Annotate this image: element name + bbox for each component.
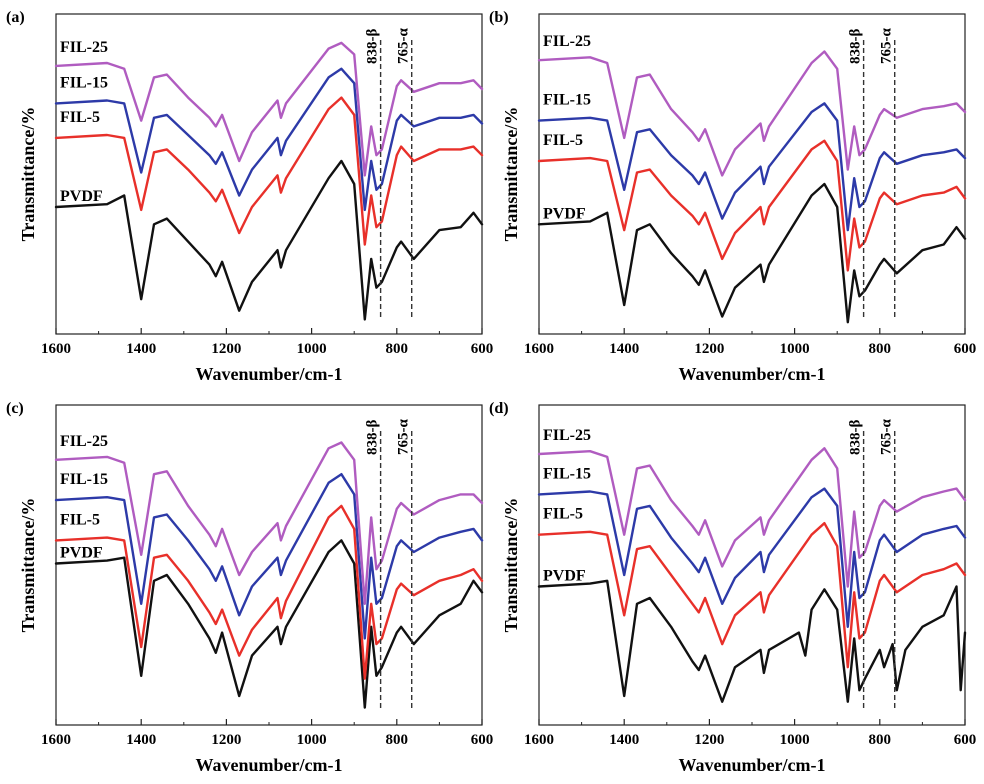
series-label-fil-15: FIL-15 [543, 92, 591, 109]
x-tick-label: 600 [471, 732, 494, 748]
y-axis-label: Transmittance/% [501, 498, 521, 633]
x-tick-label: 1600 [41, 732, 71, 748]
reference-label-838: 838-β [365, 420, 381, 455]
x-tick-label: 800 [869, 341, 892, 357]
ftir-panel-3: (c) 1600 1400 1200 1000 800 600 Wavenumber/cm-1… [6, 400, 493, 775]
series-line-fil-25 [537, 50, 967, 177]
ftir-panel-2: (b) 1600 1400 1200 1000 800 600 Wavenumber/cm-1… [489, 9, 976, 384]
series-line-fil-15 [537, 102, 967, 232]
x-tick-label: 1000 [297, 732, 327, 748]
x-tick-label: 600 [954, 341, 977, 357]
x-tick-label: 1200 [694, 732, 724, 748]
series-line-pvdf [54, 539, 484, 709]
x-tick-label: 1000 [297, 341, 327, 357]
x-tick-label: 600 [471, 341, 494, 357]
series-line-pvdf [54, 159, 484, 321]
reference-label-765: 765-α [396, 28, 412, 64]
series-line-pvdf [537, 182, 967, 324]
series-label-fil-25: FIL-25 [543, 427, 591, 444]
series-label-fil-15: FIL-15 [60, 471, 108, 488]
series-label-fil-25: FIL-25 [543, 33, 591, 50]
series-label-fil-25: FIL-25 [60, 39, 108, 56]
x-tick-label: 1600 [524, 341, 554, 357]
series-line-fil-15 [54, 67, 484, 212]
y-axis-label: Transmittance/% [18, 107, 38, 242]
x-tick-label: 800 [386, 732, 409, 748]
series-line-fil-15 [537, 487, 967, 628]
series-label-fil-15: FIL-15 [543, 465, 591, 482]
x-tick-label: 800 [869, 732, 892, 748]
y-axis-label: Transmittance/% [18, 498, 38, 633]
x-axis-label: Wavenumber/cm-1 [196, 755, 343, 775]
series-line-fil-25 [54, 41, 484, 177]
x-tick-label: 1400 [126, 732, 156, 748]
x-tick-label: 1000 [780, 732, 810, 748]
series-label-fil-25: FIL-25 [60, 433, 108, 450]
series-label-fil-15: FIL-15 [60, 74, 108, 91]
x-axis-label: Wavenumber/cm-1 [679, 755, 826, 775]
series-label-fil-5: FIL-5 [543, 506, 583, 523]
reference-label-765: 765-α [396, 419, 412, 455]
reference-label-765: 765-α [879, 419, 895, 455]
series-line-pvdf [537, 579, 967, 703]
series-label-pvdf: PVDF [60, 188, 103, 205]
reference-label-838: 838-β [848, 29, 864, 64]
panel-label: (b) [489, 9, 509, 26]
series-line-fil-5 [54, 504, 484, 680]
series-line-fil-25 [54, 441, 484, 605]
series-label-pvdf: PVDF [543, 205, 586, 222]
series-line-fil-25 [537, 447, 967, 588]
panel-label: (c) [6, 400, 24, 417]
panel-label: (a) [6, 9, 25, 26]
series-label-fil-5: FIL-5 [543, 132, 583, 149]
x-tick-label: 1400 [126, 341, 156, 357]
series-label-pvdf: PVDF [543, 568, 586, 585]
x-tick-label: 1000 [780, 341, 810, 357]
y-axis-label: Transmittance/% [501, 107, 521, 242]
x-axis-label: Wavenumber/cm-1 [196, 364, 343, 384]
x-tick-label: 1400 [609, 732, 639, 748]
series-label-fil-5: FIL-5 [60, 109, 100, 126]
reference-label-838: 838-β [848, 420, 864, 455]
x-tick-label: 600 [954, 732, 977, 748]
ftir-panel-4: (d) 1600 1400 1200 1000 800 600 Wavenumber/cm-1… [489, 400, 976, 775]
reference-label-838: 838-β [365, 29, 381, 64]
reference-label-765: 765-α [879, 28, 895, 64]
x-tick-label: 1200 [211, 341, 241, 357]
x-tick-label: 800 [386, 341, 409, 357]
x-tick-label: 1600 [524, 732, 554, 748]
x-axis-label: Wavenumber/cm-1 [679, 364, 826, 384]
series-label-fil-5: FIL-5 [60, 511, 100, 528]
x-tick-label: 1200 [211, 732, 241, 748]
series-line-fil-5 [537, 139, 967, 272]
x-tick-label: 1400 [609, 341, 639, 357]
panel-label: (d) [489, 400, 509, 417]
series-line-fil-5 [537, 522, 967, 669]
series-label-pvdf: PVDF [60, 544, 103, 561]
series-line-fil-5 [54, 96, 484, 246]
series-line-fil-15 [54, 473, 484, 640]
ftir-panel-1: (a) 1600 1400 1200 1000 800 600 Wavenumber/cm-1… [6, 9, 493, 384]
x-tick-label: 1600 [41, 341, 71, 357]
x-tick-label: 1200 [694, 341, 724, 357]
